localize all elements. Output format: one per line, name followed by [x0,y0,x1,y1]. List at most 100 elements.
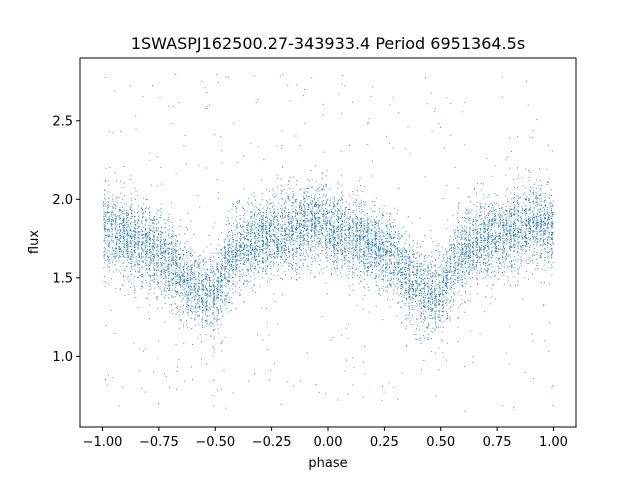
data-point [376,243,378,245]
data-point [212,314,214,316]
data-point [278,230,280,232]
data-point [234,248,236,250]
data-point [454,167,456,168]
data-point [210,270,212,272]
data-point [385,266,386,268]
data-point [125,218,127,219]
data-point [446,319,448,321]
data-point [373,219,375,221]
data-point [292,219,294,221]
data-point [313,228,315,230]
data-point [319,197,321,198]
data-point [381,266,383,268]
data-point [289,227,291,229]
data-point [391,237,393,239]
data-point [131,253,133,255]
data-point [301,232,302,234]
data-point [145,236,147,238]
data-point [363,186,365,188]
data-point [156,263,158,265]
data-point [240,252,242,254]
data-point [392,299,394,300]
data-point [412,240,414,242]
data-point [183,255,185,257]
data-point [152,250,154,252]
data-point [426,294,428,295]
data-point [416,339,418,341]
data-point [529,247,531,248]
data-point [180,283,182,285]
data-point [473,237,475,239]
data-point [322,188,324,190]
data-point [239,238,241,239]
data-point [340,192,342,194]
data-point [273,240,275,242]
data-point [292,249,294,251]
data-point [250,223,252,225]
data-point [296,226,298,228]
data-point [319,204,321,206]
data-point [383,251,385,253]
data-point [148,225,150,227]
data-point [505,220,507,222]
data-point [186,307,188,309]
data-point [156,227,158,229]
data-point [351,266,353,268]
data-point [119,226,121,228]
data-point [367,241,368,243]
data-point [235,211,237,213]
data-point [540,224,542,226]
data-point [536,217,537,219]
data-point [254,248,256,250]
data-point [470,286,471,288]
data-point [348,230,350,232]
data-point [118,218,120,220]
data-point [272,206,274,208]
data-point [343,247,345,249]
data-point [108,374,110,376]
data-point [157,357,159,359]
data-point [457,256,459,258]
data-point [307,254,309,256]
data-point [277,178,279,179]
data-point [517,206,519,208]
data-point [296,274,298,275]
data-point [503,229,505,231]
data-point [487,269,489,271]
data-point [415,328,417,330]
data-point [457,282,459,284]
data-point [415,269,417,271]
data-point [122,224,124,226]
data-point [500,219,502,221]
data-point [334,247,336,249]
data-point [221,264,223,266]
data-point [159,288,161,290]
data-point [352,211,354,213]
data-point [472,261,474,263]
data-point [186,263,187,265]
data-point [356,222,358,224]
data-point [317,216,319,218]
data-point [108,198,110,200]
data-point [168,289,170,291]
data-point [253,217,255,219]
data-point [484,217,486,219]
data-point [368,250,369,251]
data-point [311,77,313,79]
data-point [363,236,365,238]
data-point [477,237,479,239]
data-point [545,199,546,201]
data-point [317,254,319,256]
data-point [544,201,546,203]
data-point [439,288,441,290]
data-point [405,276,407,278]
data-point [212,259,214,261]
data-point [473,267,475,269]
data-point [164,284,166,286]
data-point [498,212,500,214]
data-point [427,274,429,276]
data-point [551,239,552,241]
data-point [229,247,231,248]
data-point [292,231,294,232]
data-point [227,248,229,249]
